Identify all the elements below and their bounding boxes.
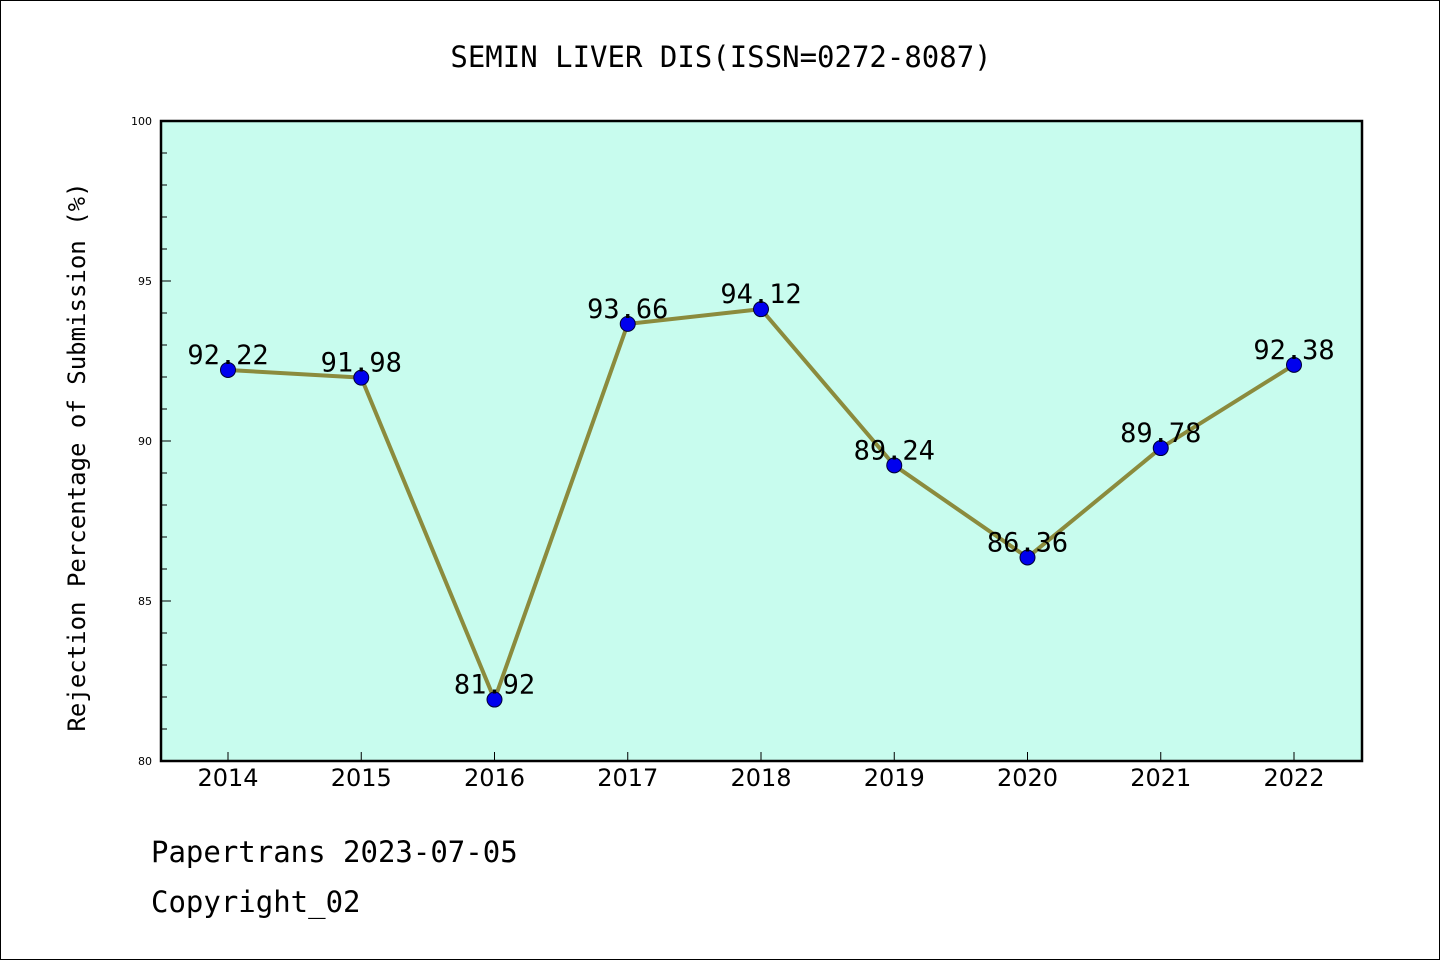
data-label: 93.66	[587, 294, 668, 325]
data-label: 89.24	[854, 435, 935, 466]
x-tick-label: 2016	[464, 764, 525, 792]
y-axis-label: Rejection Percentage of Submission (%)	[63, 182, 91, 731]
data-label: 81.92	[454, 670, 535, 701]
x-tick-label: 2021	[1130, 764, 1191, 792]
source-date-text: Papertrans 2023-07-05	[151, 835, 518, 869]
x-tick-label: 2020	[997, 764, 1058, 792]
data-markers	[220, 301, 1302, 708]
x-axis: 2014 2015 2016 2017 2018 2019 2020 2021 2022	[197, 752, 1325, 792]
data-point	[1152, 440, 1169, 457]
y-tick-label: 85	[138, 595, 152, 608]
y-tick-label: 100	[131, 115, 152, 128]
data-label: 94.12	[720, 279, 801, 310]
data-point	[619, 315, 636, 332]
data-label: 89.78	[1120, 418, 1201, 449]
x-tick-label: 2022	[1263, 764, 1324, 792]
y-tick-label: 90	[138, 435, 152, 448]
data-label: 92.22	[187, 340, 268, 371]
y-tick-label: 80	[138, 755, 152, 768]
data-point	[1286, 356, 1302, 373]
data-labels: 92.22 91.98 81.92 93.66 94.12 89.24 86.36 89.78…	[187, 279, 1334, 700]
x-tick-label: 2019	[864, 764, 925, 792]
data-point	[220, 361, 236, 378]
y-axis: 80 85 90 95 100	[131, 115, 171, 768]
chart-title: SEMIN LIVER DIS(ISSN=0272-8087)	[450, 40, 991, 74]
x-tick-label: 2017	[597, 764, 658, 792]
data-point	[1019, 549, 1036, 566]
data-point	[886, 457, 903, 474]
x-tick-label: 2014	[197, 764, 258, 792]
data-label: 86.36	[987, 527, 1068, 558]
copyright-text: Copyright_02	[151, 885, 361, 919]
data-point	[753, 301, 769, 318]
data-point	[486, 691, 503, 708]
data-label: 92.38	[1253, 335, 1334, 366]
x-tick-label: 2015	[331, 764, 392, 792]
y-tick-label: 95	[138, 275, 152, 288]
x-tick-label: 2018	[730, 764, 791, 792]
data-point	[353, 369, 370, 386]
data-label: 91.98	[321, 348, 402, 379]
